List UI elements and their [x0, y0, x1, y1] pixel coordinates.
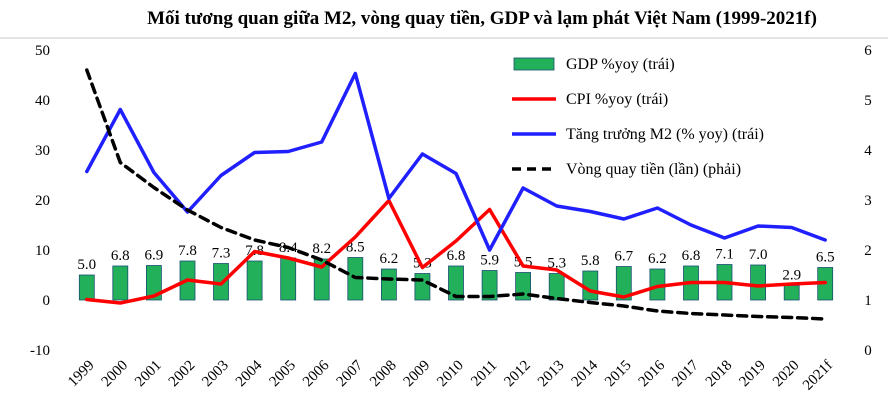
series-lines [85, 68, 827, 321]
gdp-label-2000: 6.8 [111, 248, 130, 264]
right-tick-6: 6 [864, 43, 872, 59]
gdp-bar-2000 [112, 265, 129, 301]
gdp-label-2016: 6.2 [648, 251, 667, 267]
left-tick-20: 20 [35, 193, 50, 209]
right-tick-5: 5 [864, 93, 872, 109]
gdp-label-2003: 7.3 [212, 246, 231, 262]
legend-label-1: CPI %yoy (trái) [566, 91, 668, 108]
velocity-line [85, 68, 827, 321]
gdp-label-2013: 5.3 [547, 256, 566, 272]
left-tick-40: 40 [35, 93, 50, 109]
legend-label-3: Vòng quay tiền (lần) (phải) [566, 161, 741, 178]
legend: GDP %yoy (trái) CPI %yoy (trái) Tăng trưởn… [512, 56, 764, 178]
chart-title: Mối tương quan giữa M2, vòng quay tiền, … [147, 8, 817, 29]
right-tick-2: 2 [864, 243, 872, 259]
right-tick-3: 3 [864, 193, 872, 209]
cpi-line [85, 198, 827, 305]
left-tick-0: 0 [43, 293, 51, 309]
gdp-bar-2001 [145, 265, 162, 301]
gdp-bar-2019 [750, 264, 766, 301]
left-tick-50: 50 [35, 43, 50, 59]
gdp-label-2018: 7.1 [715, 247, 734, 263]
gdp-label-2014: 5.8 [581, 253, 600, 269]
gdp-label-2002: 7.8 [178, 243, 197, 259]
gdp-bar-2008 [380, 268, 397, 301]
gdp-bar-1999 [78, 274, 95, 301]
gdp-label-2021f: 6.5 [816, 250, 835, 266]
gdp-label-2015: 6.7 [614, 249, 633, 265]
gdp-label-2011: 5.9 [480, 253, 499, 269]
left-axis-ticks: -10 0 10 20 30 40 50 [30, 43, 50, 359]
gdp-bar-labels: 5.06.8 6.9 7.8 7.3 7.8 8.4 8.2 8.56.2 5.3 6.8 5.9 5… [77, 240, 834, 284]
right-tick-0: 0 [864, 343, 872, 359]
right-tick-1: 1 [864, 293, 872, 309]
gdp-label-2017: 6.8 [682, 248, 701, 264]
legend-swatch-gdp [513, 57, 555, 71]
gdp-bar-2013 [548, 273, 565, 301]
right-tick-4: 4 [864, 143, 872, 159]
gdp-bar-2010 [448, 265, 464, 301]
gdp-bar-2020 [783, 285, 800, 301]
gdp-bars [78, 257, 834, 301]
legend-label-2: Tăng trưởng M2 (% yoy) (trái) [566, 126, 764, 143]
gdp-label-2010: 6.8 [447, 248, 466, 264]
gdp-label-2019: 7.0 [749, 247, 768, 263]
right-axis-ticks: 0 1 2 3 4 5 6 [864, 43, 872, 359]
gdp-label-1999: 5.0 [77, 257, 96, 273]
gdp-label-2001: 6.9 [145, 248, 164, 264]
gdp-bar-2011 [481, 270, 498, 301]
gdp-bar-2005 [280, 257, 297, 301]
gdp-bar-2004 [246, 260, 263, 301]
left-tick-10: 10 [35, 243, 50, 259]
gdp-bar-2009 [414, 273, 431, 301]
left-tick-30: 30 [35, 143, 50, 159]
gdp-label-2006: 8.2 [312, 241, 331, 257]
left-tick--10: -10 [30, 343, 50, 359]
legend-label-0: GDP %yoy (trái) [566, 56, 675, 73]
gdp-bar-2014 [582, 270, 599, 301]
gdp-label-2020: 2.9 [782, 268, 801, 284]
m2-line [85, 71, 827, 252]
gdp-bar-2015 [615, 266, 632, 301]
gdp-label-2008: 6.2 [380, 251, 399, 267]
